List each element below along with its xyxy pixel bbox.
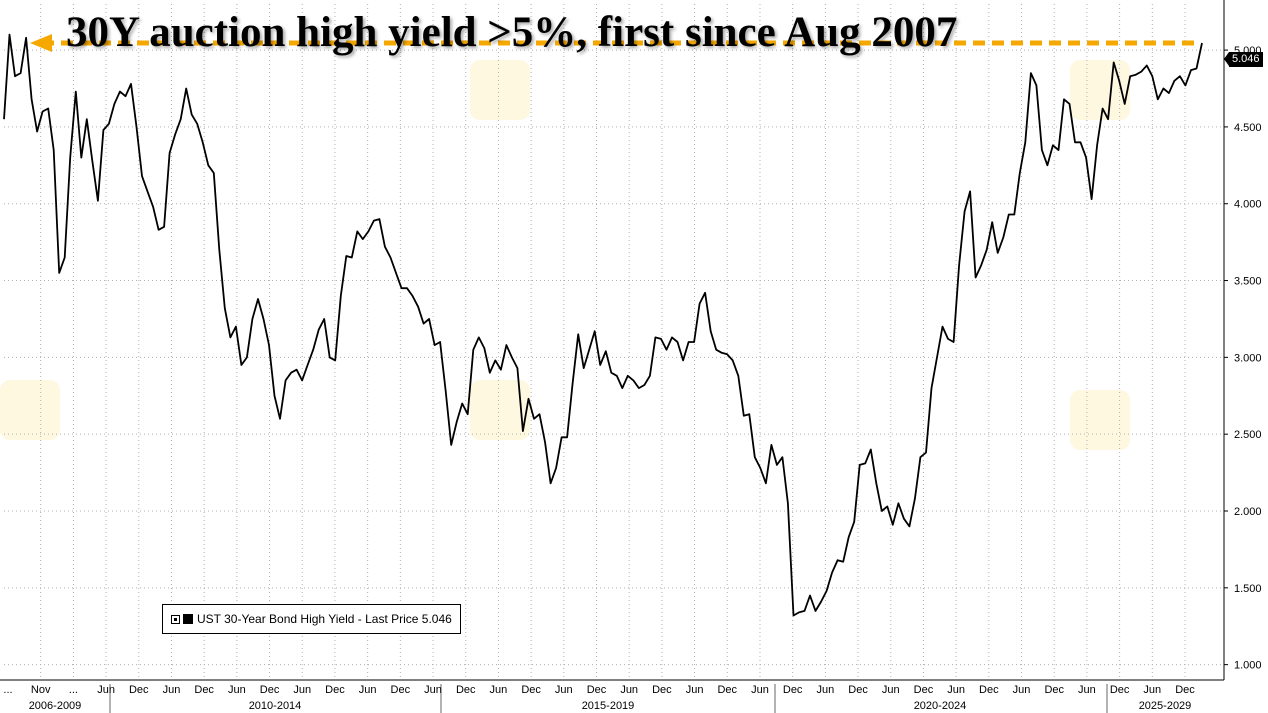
x-tick-label: Jun — [816, 684, 834, 696]
period-label: 2006-2009 — [29, 700, 82, 712]
x-tick-label: Dec — [717, 684, 737, 696]
x-tick-label: Nov — [31, 684, 51, 696]
x-axis-tick-labels: ... Nov... Jun Dec Jun Dec Jun Dec Jun Dec Jun Dec J… — [3, 684, 1195, 696]
chart-title: 30Y auction high yield >5%, first since … — [66, 9, 958, 56]
x-tick-label: Dec — [587, 684, 607, 696]
y-tick-label: 1.000 — [1234, 660, 1262, 672]
x-tick-label: Jun — [1013, 684, 1031, 696]
x-tick-label: ... — [3, 684, 12, 696]
axes — [0, 0, 1225, 681]
x-tick-label: Jun — [163, 684, 181, 696]
x-tick-label: Dec — [848, 684, 868, 696]
x-tick-label: Jun — [555, 684, 573, 696]
x-tick-label: Jun — [947, 684, 965, 696]
x-tick-label: Jun — [424, 684, 442, 696]
x-tick-label: Dec — [129, 684, 149, 696]
watermark-tile — [0, 380, 60, 440]
x-tick-label: Dec — [391, 684, 411, 696]
x-tick-label: Jun — [228, 684, 246, 696]
period-label: 2020-2024 — [914, 700, 967, 712]
y-tick-label: 3.000 — [1234, 352, 1262, 364]
x-tick-label: Jun — [490, 684, 508, 696]
x-tick-label: Dec — [1175, 684, 1195, 696]
x-tick-label: Dec — [1110, 684, 1130, 696]
x-tick-label: Dec — [194, 684, 214, 696]
x-tick-label: Dec — [521, 684, 541, 696]
arrow-head-icon — [30, 34, 52, 53]
period-label: 2015-2019 — [582, 700, 635, 712]
series-line-ust-30y — [3, 33, 1203, 617]
x-tick-label: Dec — [1044, 684, 1064, 696]
x-tick-label: Jun — [293, 684, 311, 696]
x-tick-label: Jun — [751, 684, 769, 696]
watermark-tile — [470, 380, 530, 440]
vertical-gridlines — [40, 4, 1186, 680]
watermark-tile — [470, 60, 530, 120]
x-tick-label: Jun — [1078, 684, 1096, 696]
watermark-tile — [1070, 60, 1130, 120]
y-tick-label: 1.500 — [1234, 583, 1262, 595]
legend-toggle-icon[interactable] — [171, 614, 180, 624]
watermark-tile — [1070, 390, 1130, 450]
y-tick-label: 4.000 — [1234, 199, 1262, 211]
y-tick-label: 4.500 — [1234, 122, 1262, 134]
x-tick-label: Jun — [882, 684, 900, 696]
x-tick-label: Dec — [260, 684, 280, 696]
x-tick-label: Jun — [359, 684, 377, 696]
y-axis-tick-labels: 1.000 1.500 2.000 2.500 3.000 3.500 4.000 4.500… — [1224, 45, 1262, 672]
period-label: 2010-2014 — [249, 700, 302, 712]
x-tick-label: ... — [69, 684, 78, 696]
x-tick-label: Jun — [97, 684, 115, 696]
wikifx-watermark — [0, 60, 1130, 450]
y-tick-label: 3.500 — [1234, 276, 1262, 288]
x-tick-label: Dec — [325, 684, 345, 696]
chart-legend[interactable]: UST 30-Year Bond High Yield - Last Price… — [162, 604, 461, 634]
y-tick-label: 2.500 — [1234, 429, 1262, 441]
period-label: 2025-2029 — [1139, 700, 1192, 712]
annotation-arrow — [30, 34, 1200, 53]
x-tick-label: Jun — [686, 684, 704, 696]
legend-label: UST 30-Year Bond High Yield - Last Price… — [197, 612, 452, 626]
y-tick-label: 2.000 — [1234, 506, 1262, 518]
x-tick-label: Dec — [914, 684, 934, 696]
x-tick-label: Dec — [456, 684, 476, 696]
x-tick-label: Jun — [1143, 684, 1161, 696]
x-tick-label: Dec — [783, 684, 803, 696]
x-tick-label: Dec — [979, 684, 999, 696]
x-tick-label: Dec — [652, 684, 672, 696]
x-axis-period-labels: 2006-2009 2010-2014 2015-2019 2020-2024 2025… — [29, 684, 1192, 713]
last-price-tag: 5.046 — [1224, 52, 1263, 67]
x-tick-label: Jun — [620, 684, 638, 696]
legend-swatch-icon — [183, 614, 193, 624]
horizontal-gridlines — [4, 49, 1224, 666]
